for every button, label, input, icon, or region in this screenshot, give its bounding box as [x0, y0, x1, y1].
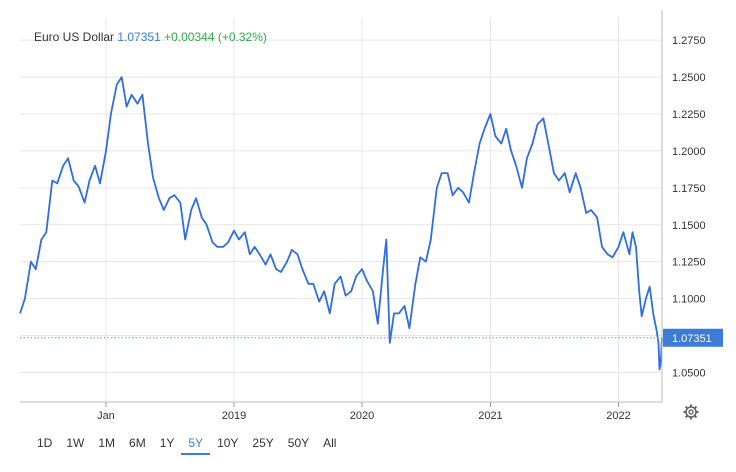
- legend-name: Euro US Dollar: [34, 30, 115, 44]
- y-tick-label: 1.1000: [672, 294, 706, 306]
- range-button-1d[interactable]: 1D: [37, 436, 53, 450]
- y-tick-label: 1.2000: [672, 146, 706, 158]
- range-button-25y[interactable]: 25Y: [252, 436, 274, 450]
- chart-axes: 1.2750 1.2500 1.2250 1.2000 1.1750 1.1500 1.12…: [20, 10, 723, 422]
- y-tick-label: 1.2750: [672, 35, 706, 47]
- y-tick-label: 1.2500: [672, 72, 706, 84]
- settings-gear-icon[interactable]: [683, 404, 699, 420]
- legend-price: 1.07351: [117, 30, 161, 44]
- legend-change: +0.00344 (+0.32%): [164, 30, 267, 44]
- y-tick-label: 1.1500: [672, 220, 706, 232]
- current-price-label: 1.07351: [672, 333, 712, 345]
- y-tick-label: 1.1750: [672, 183, 706, 195]
- range-button-10y[interactable]: 10Y: [217, 436, 239, 450]
- chart-grid: [20, 18, 662, 402]
- x-tick-label: 2021: [478, 410, 502, 422]
- y-tick-label: 1.1250: [672, 257, 706, 269]
- range-button-50y[interactable]: 50Y: [287, 436, 310, 450]
- range-button-1w[interactable]: 1W: [66, 436, 85, 450]
- chart-series: [19, 76, 663, 371]
- current-price-badge: [663, 328, 723, 347]
- range-button-1m[interactable]: 1M: [98, 436, 116, 450]
- range-selector: 1D 1W 1M 6M 1Y 5Y 10Y 25Y 50Y All: [30, 433, 343, 455]
- range-button-5y[interactable]: 5Y: [181, 433, 211, 455]
- y-tick-label: 1.2250: [672, 109, 706, 121]
- x-tick-label: 2019: [222, 410, 246, 422]
- price-series-line: [19, 76, 663, 371]
- x-tick-label: 2022: [606, 410, 630, 422]
- x-tick-label: 2020: [350, 410, 374, 422]
- y-tick-label: 1.0500: [672, 367, 706, 379]
- range-button-all[interactable]: All: [323, 436, 337, 450]
- chart-legend: Euro US Dollar 1.07351 +0.00344 (+0.32%): [34, 30, 267, 44]
- range-button-6m[interactable]: 6M: [129, 436, 146, 450]
- range-button-1y[interactable]: 1Y: [159, 436, 175, 450]
- x-tick-label: Jan: [97, 410, 115, 422]
